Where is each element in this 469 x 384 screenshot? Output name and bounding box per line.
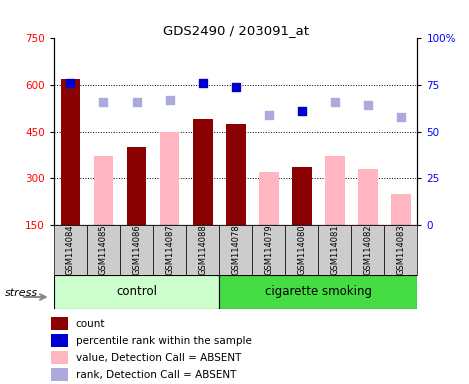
Bar (193, 119, 212, 225)
Bar (51, 368, 68, 381)
Text: GSM114088: GSM114088 (198, 224, 207, 275)
Text: GSM114083: GSM114083 (396, 224, 405, 275)
Bar (252, 225, 285, 275)
Bar (54, 275, 219, 309)
Point (397, 114, 405, 120)
Bar (285, 225, 318, 275)
Bar (51, 334, 68, 347)
Point (298, 108, 305, 114)
Bar (358, 169, 378, 225)
Bar (54, 225, 87, 275)
Bar (186, 225, 219, 275)
Text: GSM114085: GSM114085 (99, 224, 108, 275)
Bar (292, 167, 312, 225)
Text: stress: stress (5, 288, 38, 298)
Bar (153, 225, 186, 275)
Text: control: control (116, 285, 157, 298)
Bar (391, 194, 411, 225)
Bar (219, 225, 252, 275)
Point (232, 84, 240, 90)
Point (100, 99, 107, 105)
Text: value, Detection Call = ABSENT: value, Detection Call = ABSENT (76, 353, 241, 363)
Point (166, 97, 174, 103)
Bar (226, 124, 246, 225)
Bar (259, 172, 279, 225)
Text: GSM114087: GSM114087 (165, 224, 174, 275)
Bar (61, 79, 80, 225)
Text: rank, Detection Call = ABSENT: rank, Detection Call = ABSENT (76, 370, 236, 380)
Text: GSM114082: GSM114082 (363, 224, 372, 275)
Title: GDS2490 / 203091_at: GDS2490 / 203091_at (163, 24, 309, 37)
Bar (127, 147, 146, 225)
Bar (318, 225, 351, 275)
Bar (325, 156, 345, 225)
Point (331, 99, 339, 105)
Bar (94, 156, 113, 225)
Text: cigarette smoking: cigarette smoking (265, 285, 372, 298)
Bar (219, 275, 417, 309)
Bar (51, 317, 68, 330)
Point (67, 80, 74, 86)
Text: GSM114086: GSM114086 (132, 224, 141, 275)
Point (364, 103, 371, 109)
Bar (87, 225, 120, 275)
Point (265, 112, 272, 118)
Text: GSM114081: GSM114081 (330, 224, 339, 275)
Point (133, 99, 140, 105)
Text: GSM114079: GSM114079 (264, 224, 273, 275)
Text: percentile rank within the sample: percentile rank within the sample (76, 336, 252, 346)
Bar (120, 225, 153, 275)
Bar (51, 351, 68, 364)
Text: GSM114080: GSM114080 (297, 224, 306, 275)
Text: GSM114084: GSM114084 (66, 224, 75, 275)
Point (199, 80, 206, 86)
Text: GSM114078: GSM114078 (231, 224, 240, 275)
Bar (385, 225, 417, 275)
Text: count: count (76, 319, 105, 329)
Bar (159, 132, 180, 225)
Bar (351, 225, 385, 275)
